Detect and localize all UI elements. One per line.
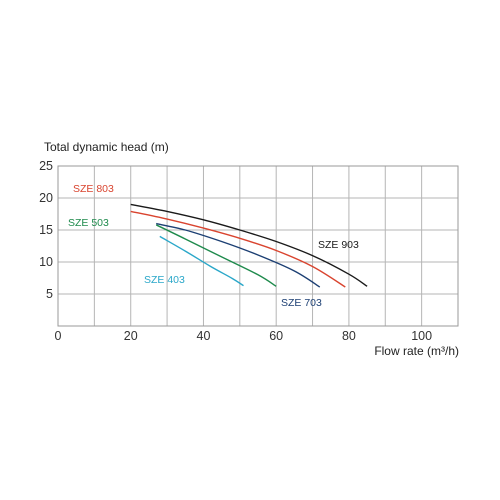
x-tick-label: 100 (411, 329, 432, 343)
curve-sze-503 (155, 224, 277, 287)
x-tick-label: 20 (124, 329, 138, 343)
curve-sze-403 (159, 235, 244, 287)
curve-sze-803 (130, 210, 346, 288)
x-tick-label: 60 (269, 329, 283, 343)
y-tick-label: 25 (39, 159, 53, 173)
y-tick-label: 10 (39, 255, 53, 269)
label-sze-703: SZE 703 (281, 297, 322, 309)
tick-labels: 0 20 40 60 80 100 5 10 15 20 25 (39, 159, 432, 343)
series-labels: SZE 903 SZE 803 SZE 703 SZE 503 SZE 403 (68, 183, 359, 309)
x-axis-title: Flow rate (m³/h) (374, 344, 459, 358)
x-tick-label: 80 (342, 329, 356, 343)
curve-layer (130, 203, 368, 288)
y-tick-label: 20 (39, 191, 53, 205)
label-sze-803: SZE 803 (73, 183, 114, 195)
label-sze-503: SZE 503 (68, 217, 109, 229)
label-sze-403: SZE 403 (144, 274, 185, 286)
y-axis-title: Total dynamic head (m) (44, 140, 169, 154)
y-tick-label: 5 (46, 287, 53, 301)
plot-frame (57, 165, 459, 327)
curve-sze-903 (130, 203, 368, 287)
curve-sze-703 (156, 222, 321, 288)
x-tick-label: 40 (197, 329, 211, 343)
y-tick-label: 15 (39, 223, 53, 237)
label-sze-903: SZE 903 (318, 239, 359, 251)
x-tick-label: 0 (55, 329, 62, 343)
chart-grid (57, 165, 459, 327)
